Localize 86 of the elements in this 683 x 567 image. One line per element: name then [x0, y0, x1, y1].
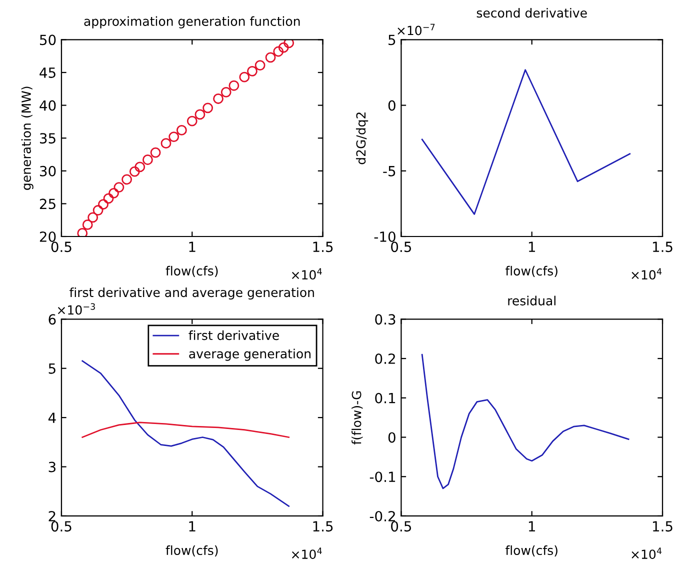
y-tick-label: 2 — [48, 510, 56, 522]
point — [160, 138, 172, 149]
y-tick-label: 40 — [40, 100, 56, 111]
point — [142, 154, 153, 165]
x-axis-title: flow(cfs) — [166, 545, 218, 557]
line-series — [82, 422, 290, 438]
point — [176, 125, 187, 136]
point — [88, 212, 98, 223]
y-tick-label: 0.3 — [375, 314, 396, 325]
point — [247, 66, 258, 76]
y-tick-label: 6 — [48, 314, 56, 325]
x-tick-label: 1 — [528, 521, 535, 532]
y-tick-label: 20 — [40, 231, 56, 242]
point — [202, 102, 214, 114]
y-tick-label: -5 — [383, 166, 396, 176]
text: ×10$^{−7}$ — [398, 24, 435, 36]
point — [284, 40, 294, 48]
point — [82, 219, 93, 230]
point — [273, 46, 284, 57]
chart-title: residual — [508, 296, 556, 306]
x-tick-label: 1.5 — [313, 521, 333, 532]
text: ×10$^{−3}$ — [58, 303, 95, 315]
point — [265, 52, 276, 63]
point — [92, 205, 104, 216]
point — [108, 188, 119, 198]
point — [114, 182, 124, 193]
y-tick-label: 3 — [48, 462, 56, 472]
point — [194, 109, 206, 120]
chart-title: second derivative — [476, 8, 587, 18]
point — [254, 60, 266, 70]
x-tick-label: 0.5 — [51, 242, 72, 252]
line-series — [421, 354, 630, 490]
point — [220, 86, 232, 98]
chart-title: approximation generation function — [84, 16, 300, 28]
text: ×10$^{4}$ — [292, 268, 322, 280]
line-series — [82, 360, 290, 507]
y-tick-label: 4 — [48, 412, 56, 423]
x-axis-title: flow(cfs) — [505, 266, 558, 278]
x-tick-label: 0.5 — [51, 521, 72, 532]
x-axis-title: flow(cfs) — [505, 545, 558, 557]
x-tick-label: 1.5 — [652, 521, 672, 532]
point — [150, 147, 161, 158]
y-tick-label: 0 — [388, 432, 396, 443]
text: ×10$^{4}$ — [632, 268, 662, 280]
y-tick-label: 0.1 — [375, 392, 396, 404]
x-tick-label: 1 — [189, 242, 196, 252]
legend-label: first derivative — [188, 330, 279, 340]
y-tick-label: -10 — [374, 231, 396, 242]
x-tick-label: 1.5 — [652, 242, 672, 252]
y-tick-label: 5 — [48, 364, 56, 374]
legend-label: average generation — [189, 348, 310, 361]
y-tick-label: 30 — [40, 166, 56, 176]
y-axis-title: generation (MW) — [21, 86, 34, 190]
line-series — [421, 69, 631, 215]
y-tick-label: -0.1 — [370, 472, 396, 482]
point — [228, 80, 240, 91]
point — [168, 132, 180, 142]
point — [122, 174, 132, 185]
x-tick-label: 1.5 — [313, 242, 333, 252]
x-tick-label: 1 — [528, 242, 535, 252]
x-tick-label: 0.5 — [391, 521, 412, 532]
y-tick-label: 45 — [40, 68, 56, 78]
point — [213, 94, 224, 104]
y-tick-label: 25 — [40, 198, 56, 210]
point — [77, 228, 88, 236]
y-tick-label: 35 — [40, 133, 56, 144]
point — [278, 42, 289, 53]
point — [129, 166, 140, 177]
y-tick-label: -0.2 — [370, 510, 395, 522]
y-axis-title: f(flow)-G — [352, 391, 363, 445]
y-tick-label: 50 — [40, 34, 56, 46]
text: ×10$^{4}$ — [292, 548, 322, 560]
point — [186, 116, 198, 126]
y-axis-title: d2G/dq2 — [356, 112, 368, 164]
y-tick-label: 0 — [388, 100, 396, 111]
point — [98, 199, 108, 210]
point — [239, 72, 250, 82]
y-tick-label: 5 — [388, 34, 396, 46]
chart-title: first derivative and average generation — [70, 287, 314, 300]
point — [103, 193, 114, 204]
x-tick-label: 0.5 — [391, 242, 412, 252]
x-axis-title: flow(cfs) — [166, 266, 218, 278]
y-tick-label: 0.2 — [375, 353, 395, 364]
text: ×10$^{4}$ — [632, 548, 662, 560]
x-tick-label: 1 — [189, 521, 196, 532]
point — [134, 162, 146, 172]
